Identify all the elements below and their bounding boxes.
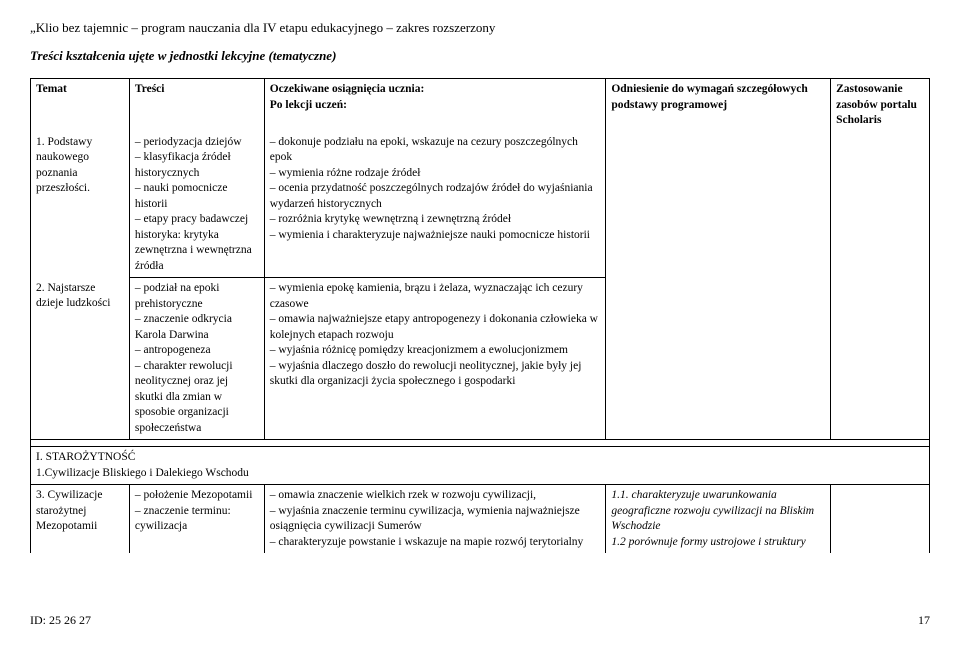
col-odniesienie: Odniesienie do wymagań szczegółowych pod… bbox=[606, 79, 831, 132]
cell-osiagniecia: – wymienia epokę kamienia, brązu i żelaz… bbox=[264, 278, 606, 440]
cell-zastosowanie bbox=[831, 278, 930, 440]
curriculum-table: Temat Treści Oczekiwane osiągnięcia uczn… bbox=[30, 78, 930, 553]
cell-osiagniecia: – omawia znaczenie wielkich rzek w rozwo… bbox=[264, 485, 606, 554]
cell-odniesienie bbox=[606, 132, 831, 278]
cell-tresci: – podział na epoki prehistoryczne – znac… bbox=[129, 278, 264, 440]
cell-temat: 1. Podstawy naukowego poznania przeszłoś… bbox=[31, 132, 130, 278]
table-header-row: Temat Treści Oczekiwane osiągnięcia uczn… bbox=[31, 79, 930, 132]
footer-id: ID: 25 26 27 bbox=[30, 613, 91, 628]
spacer-row bbox=[31, 440, 930, 447]
col-zast-l3: Scholaris bbox=[836, 114, 881, 126]
col-zast-l1: Zastosowanie bbox=[836, 83, 902, 95]
col-osiagniecia-l2: Po lekcji uczeń: bbox=[270, 99, 347, 111]
col-tresci: Treści bbox=[129, 79, 264, 132]
cell-osiagniecia: – dokonuje podziału na epoki, wskazuje n… bbox=[264, 132, 606, 278]
cell-temat: 3. Cywilizacje starożytnej Mezopotamii bbox=[31, 485, 130, 554]
col-osiagniecia: Oczekiwane osiągnięcia ucznia: Po lekcji… bbox=[264, 79, 606, 132]
page-footer: ID: 25 26 27 17 bbox=[30, 613, 930, 628]
section-header-row: I. STAROŻYTNOŚĆ 1.Cywilizacje Bliskiego … bbox=[31, 447, 930, 485]
table-row: 2. Najstarsze dzieje ludzkości – podział… bbox=[31, 278, 930, 440]
cell-odniesienie: 1.1. charakteryzuje uwarunkowania geogra… bbox=[606, 485, 831, 554]
table-row: 1. Podstawy naukowego poznania przeszłoś… bbox=[31, 132, 930, 278]
cell-tresci: – położenie Mezopotamii – znaczenie term… bbox=[129, 485, 264, 554]
footer-page-number: 17 bbox=[918, 613, 930, 628]
col-zastosowanie: Zastosowanie zasobów portalu Scholaris bbox=[831, 79, 930, 132]
col-odniesienie-l2: podstawy programowej bbox=[611, 99, 727, 111]
cell-temat: 2. Najstarsze dzieje ludzkości bbox=[31, 278, 130, 440]
section-title: Treści kształcenia ujęte w jednostki lek… bbox=[30, 48, 930, 64]
cell-tresci: – periodyzacja dziejów – klasyfikacja źr… bbox=[129, 132, 264, 278]
col-odniesienie-l1: Odniesienie do wymagań szczegółowych bbox=[611, 83, 807, 95]
cell-zastosowanie bbox=[831, 132, 930, 278]
section-header-cell: I. STAROŻYTNOŚĆ 1.Cywilizacje Bliskiego … bbox=[31, 447, 930, 485]
col-temat: Temat bbox=[31, 79, 130, 132]
section-header-l1: I. STAROŻYTNOŚĆ bbox=[36, 451, 135, 463]
table-row: 3. Cywilizacje starożytnej Mezopotamii –… bbox=[31, 485, 930, 554]
section-header-l2: 1.Cywilizacje Bliskiego i Dalekiego Wsch… bbox=[36, 467, 249, 479]
cell-odniesienie bbox=[606, 278, 831, 440]
col-zast-l2: zasobów portalu bbox=[836, 99, 917, 111]
cell-zastosowanie bbox=[831, 485, 930, 554]
col-osiagniecia-l1: Oczekiwane osiągnięcia ucznia: bbox=[270, 83, 425, 95]
program-title: „Klio bez tajemnic – program nauczania d… bbox=[30, 20, 930, 36]
